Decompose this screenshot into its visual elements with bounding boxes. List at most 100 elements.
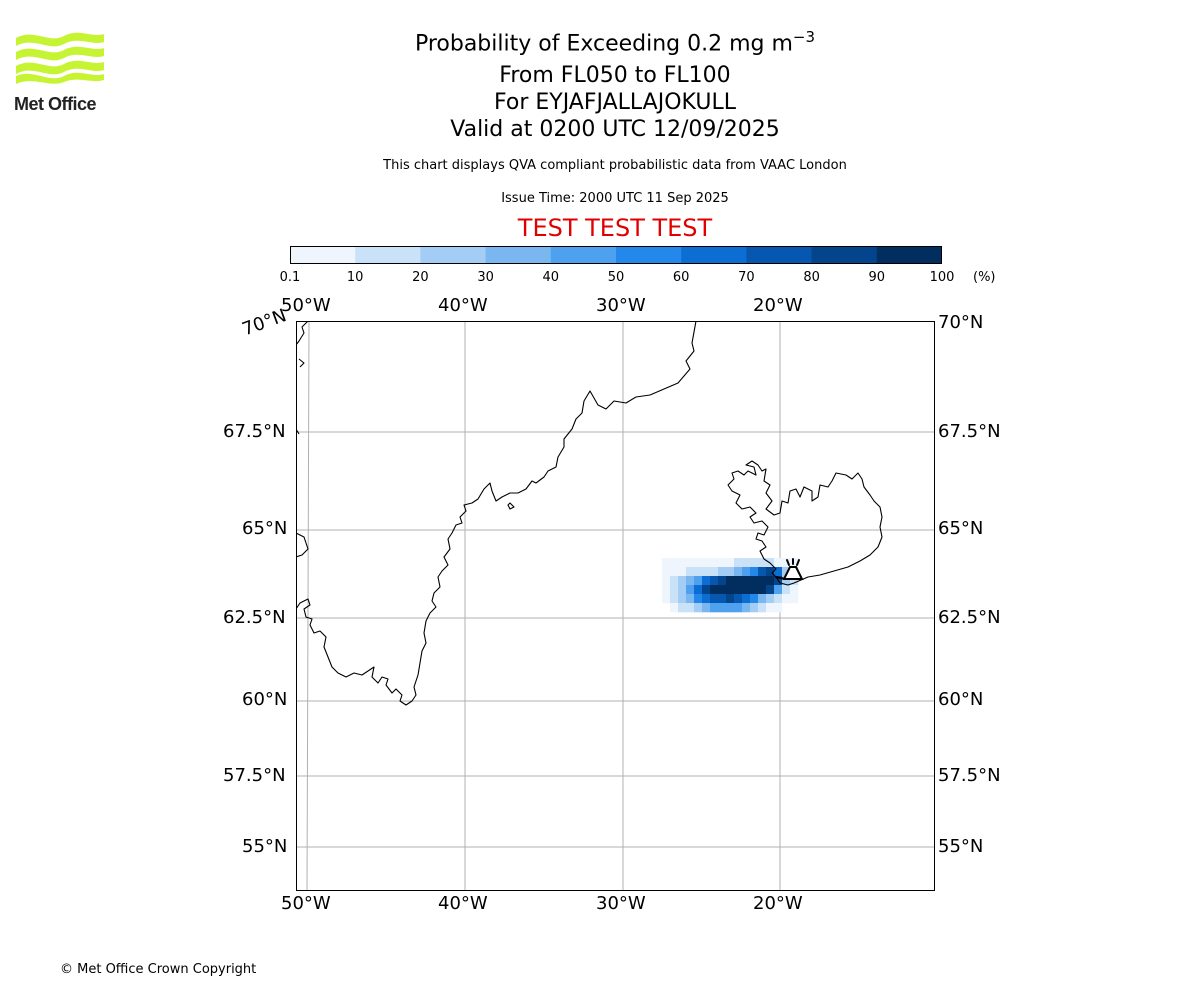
lat-label-right-62-5n: 62.5°N	[938, 607, 1001, 628]
lon-label-bottom-30w: 30°W	[596, 893, 646, 914]
ash-cell	[790, 594, 799, 604]
lon-label-top-30w: 30°W	[596, 295, 646, 316]
logo-text: Met Office	[14, 94, 97, 114]
ash-cell	[782, 558, 791, 568]
colorbar-swatch	[876, 246, 942, 264]
ash-cell	[726, 585, 735, 595]
ash-cell	[750, 576, 759, 586]
ash-cell	[662, 594, 671, 604]
colorbar-swatch	[616, 246, 682, 264]
lat-label-left-67-5n: 67.5°N	[223, 421, 286, 442]
ash-cell	[686, 576, 695, 586]
map-frame	[296, 321, 935, 891]
ash-cell	[718, 585, 727, 595]
ash-cell	[718, 576, 727, 586]
ash-cell	[718, 558, 727, 568]
colorbar-tick-label: 30	[477, 270, 494, 285]
ash-cell	[734, 603, 743, 613]
colorbar-swatch	[485, 246, 552, 264]
lat-label-right-67-5n: 67.5°N	[938, 421, 1001, 442]
colorbar-tick-label: 100	[929, 270, 955, 285]
ash-cell	[702, 603, 711, 613]
colorbar-swatch	[355, 246, 421, 264]
lat-label-left-55n: 55°N	[242, 836, 288, 857]
ash-cell	[750, 585, 759, 595]
met-office-logo: Met Office	[14, 30, 109, 114]
ash-cell	[670, 567, 679, 577]
lon-label-bottom-50w: 50°W	[281, 893, 331, 914]
ash-cell	[670, 603, 679, 613]
lon-label-bottom-40w: 40°W	[438, 893, 488, 914]
ash-cell	[686, 567, 695, 577]
colorbar-tick-label: 0.1	[279, 270, 301, 285]
ash-cell	[710, 558, 719, 568]
colorbar-tick-label: 40	[542, 270, 560, 285]
ash-cell	[662, 576, 671, 586]
ash-cell	[694, 576, 703, 586]
colorbar-swatches	[290, 246, 942, 264]
ash-cell	[782, 576, 791, 586]
ash-cell	[742, 603, 751, 613]
colorbar-swatch	[550, 246, 617, 264]
ash-cell	[662, 558, 671, 568]
ash-cell	[782, 567, 791, 577]
level-range: From FL050 to FL100	[499, 63, 731, 88]
ash-cell	[686, 585, 695, 595]
ash-cell	[694, 558, 703, 568]
greenland-coastline	[296, 321, 697, 706]
ash-cell	[750, 567, 759, 577]
ash-cell	[710, 594, 719, 604]
lat-label-left-65n: 65°N	[242, 518, 288, 539]
ash-cell	[726, 558, 735, 568]
ash-cell	[734, 585, 743, 595]
colorbar-swatch	[681, 246, 747, 264]
ash-cell	[742, 567, 751, 577]
ash-cell	[758, 576, 767, 586]
ash-cell	[734, 558, 743, 568]
met-office-wave-logo-icon	[16, 32, 104, 84]
ash-cell	[742, 594, 751, 604]
ash-cell	[670, 558, 679, 568]
issue-time: Issue Time: 2000 UTC 11 Sep 2025	[501, 191, 729, 206]
lon-label-bottom-20w: 20°W	[753, 893, 803, 914]
colorbar-swatch	[811, 246, 878, 264]
colorbar-swatch	[746, 246, 813, 264]
ash-cell	[670, 576, 679, 586]
ash-cell	[710, 585, 719, 595]
lat-label-right-55n: 55°N	[938, 836, 984, 857]
ash-cell	[774, 558, 783, 568]
colorbar-swatch	[420, 246, 487, 264]
colorbar	[290, 246, 942, 264]
ash-cell	[694, 594, 703, 604]
ash-cell	[758, 558, 767, 568]
ash-cell	[750, 603, 759, 613]
lat-label-right-70n: 70°N	[938, 312, 984, 333]
colorbar-tick-label: 50	[607, 270, 625, 285]
colorbar-tick-label: 20	[412, 270, 429, 285]
ash-cell	[678, 603, 687, 613]
ash-cell	[678, 567, 687, 577]
ash-cell	[734, 567, 743, 577]
lat-label-right-57-5n: 57.5°N	[938, 765, 1001, 786]
ash-cell	[742, 585, 751, 595]
ash-cell	[726, 594, 735, 604]
ash-cell	[742, 558, 751, 568]
ash-cell	[694, 567, 703, 577]
ash-cell	[758, 585, 767, 595]
ash-cell	[758, 567, 767, 577]
lat-label-left-70n: 70°N	[239, 305, 290, 341]
ash-cell	[774, 594, 783, 604]
ash-cell	[662, 567, 671, 577]
ash-cell	[734, 576, 743, 586]
data-note: This chart displays QVA compliant probab…	[383, 158, 847, 173]
lat-label-right-65n: 65°N	[938, 518, 984, 539]
colorbar-tick-label: 10	[346, 270, 364, 285]
map-panel	[296, 321, 935, 891]
ash-cell	[790, 576, 799, 586]
ash-cell	[710, 576, 719, 586]
ash-cell	[686, 603, 695, 613]
ash-cell	[726, 576, 735, 586]
lon-label-top-50w: 50°W	[281, 295, 331, 316]
ash-cell	[726, 603, 735, 613]
ash-cell	[718, 594, 727, 604]
